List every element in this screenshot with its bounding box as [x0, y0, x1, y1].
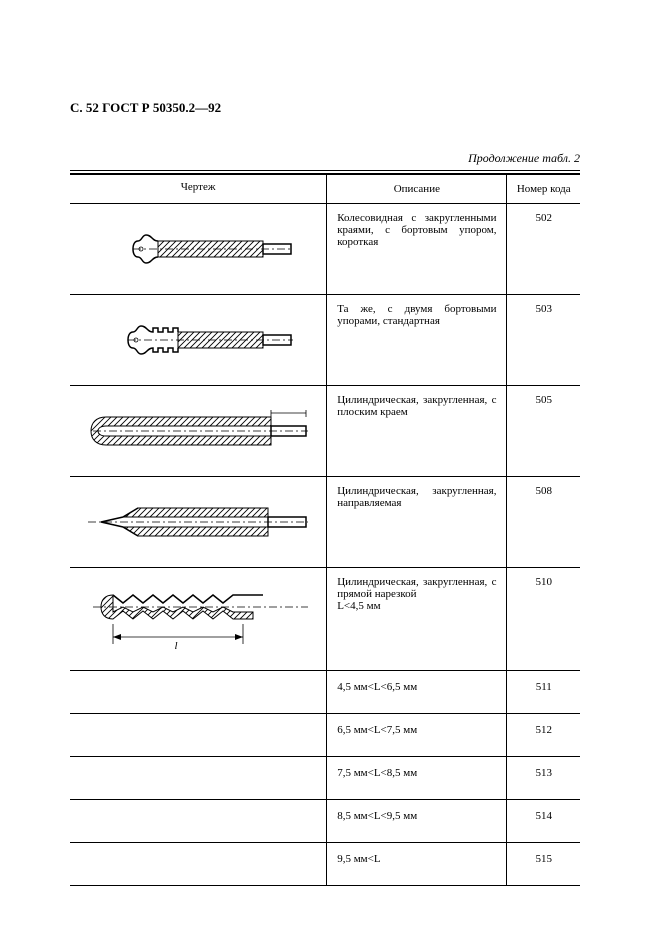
desc-cell: Цилиндрическая, закругленная, с плоским … — [327, 386, 507, 477]
desc-cell: Цилиндрическая, закругленная, с прямой н… — [327, 568, 507, 671]
drawing-icon — [103, 224, 293, 274]
drawing-empty — [70, 671, 327, 714]
drawing-icon — [103, 315, 293, 365]
code-cell: 510 — [507, 568, 580, 671]
drawing-empty — [70, 757, 327, 800]
table-row: 9,5 мм<L 515 — [70, 843, 580, 886]
drawing-510: l — [70, 568, 327, 671]
code-cell: 515 — [507, 843, 580, 886]
drawing-505 — [70, 386, 327, 477]
table-row: 8,5 мм<L<9,5 мм 514 — [70, 800, 580, 843]
drawing-502 — [70, 204, 327, 295]
drawing-503 — [70, 295, 327, 386]
table-row: 7,5 мм<L<8,5 мм 513 — [70, 757, 580, 800]
code-cell: 503 — [507, 295, 580, 386]
code-cell: 502 — [507, 204, 580, 295]
table-caption: Продолжение табл. 2 — [70, 151, 580, 166]
table-row: 4,5 мм<L<6,5 мм 511 — [70, 671, 580, 714]
desc-cell: 9,5 мм<L — [327, 843, 507, 886]
table-row: Колесовидная с закругленными краями, с б… — [70, 204, 580, 295]
col-header-code: Номер кода — [507, 174, 580, 204]
drawing-508 — [70, 477, 327, 568]
drawing-empty — [70, 800, 327, 843]
drawing-empty — [70, 843, 327, 886]
code-cell: 513 — [507, 757, 580, 800]
drawing-empty — [70, 714, 327, 757]
col-header-drawing: Чертеж — [70, 174, 327, 204]
page-header: С. 52 ГОСТ Р 50350.2—92 — [70, 100, 580, 116]
code-cell: 508 — [507, 477, 580, 568]
desc-cell: 6,5 мм<L<7,5 мм — [327, 714, 507, 757]
code-cell: 511 — [507, 671, 580, 714]
desc-cell: Колесовидная с закругленными краями, с б… — [327, 204, 507, 295]
code-cell: 505 — [507, 386, 580, 477]
code-cell: 512 — [507, 714, 580, 757]
table-row: Цилиндрическая, закругленная, с плоским … — [70, 386, 580, 477]
table-row: Та же, с двумя бортовыми упорами, станда… — [70, 295, 580, 386]
table-row: Цилиндрическая, закругленная, направляем… — [70, 477, 580, 568]
table-row: 6,5 мм<L<7,5 мм 512 — [70, 714, 580, 757]
desc-cell: Та же, с двумя бортовыми упорами, станда… — [327, 295, 507, 386]
dim-label: l — [175, 640, 178, 652]
drawing-icon: l — [88, 579, 308, 659]
drawing-icon — [88, 495, 308, 550]
col-header-desc: Описание — [327, 174, 507, 204]
desc-cell: 8,5 мм<L<9,5 мм — [327, 800, 507, 843]
table-row: l Цилиндрическая, закругленная, с прямой… — [70, 568, 580, 671]
code-cell: 514 — [507, 800, 580, 843]
spec-table: Чертеж Описание Номер кода Колесовидная — [70, 173, 580, 886]
drawing-icon — [88, 404, 308, 459]
desc-cell: Цилиндрическая, закругленная, направляем… — [327, 477, 507, 568]
desc-cell: 7,5 мм<L<8,5 мм — [327, 757, 507, 800]
desc-cell: 4,5 мм<L<6,5 мм — [327, 671, 507, 714]
